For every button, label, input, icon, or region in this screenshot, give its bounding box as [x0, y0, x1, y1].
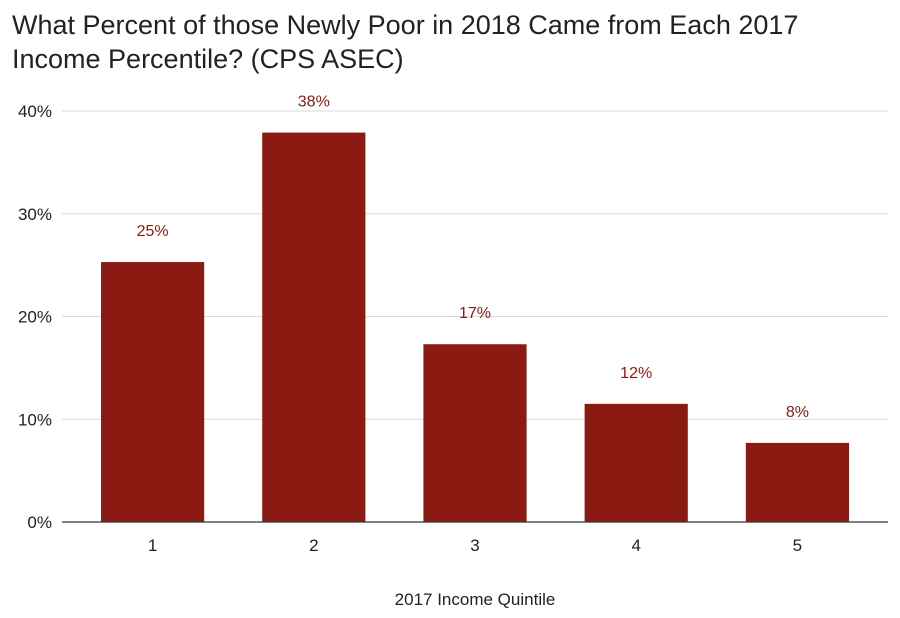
y-tick-label: 40% [18, 102, 52, 121]
bar [745, 442, 849, 522]
data-label: 38% [298, 94, 330, 111]
data-label: 12% [620, 365, 652, 382]
y-tick-label: 20% [18, 308, 52, 327]
x-axis-ticks: 1 2 3 4 5 [148, 536, 802, 555]
bar [262, 132, 366, 522]
x-tick-label: 5 [793, 536, 802, 555]
x-tick-label: 2 [309, 536, 318, 555]
y-tick-label: 0% [27, 513, 52, 532]
data-label: 25% [137, 223, 169, 240]
y-tick-label: 10% [18, 410, 52, 429]
chart-title: What Percent of those Newly Poor in 2018… [12, 10, 799, 74]
bar [101, 262, 205, 522]
data-label: 8% [786, 404, 809, 421]
data-label: 17% [459, 305, 491, 322]
x-axis-title: 2017 Income Quintile [395, 590, 556, 609]
data-labels: 25% 38% 17% 12% 8% [137, 94, 809, 421]
y-tick-label: 30% [18, 205, 52, 224]
y-axis-ticks: 0% 10% 20% 30% 40% [18, 102, 52, 532]
bar [584, 403, 688, 522]
x-tick-label: 1 [148, 536, 157, 555]
x-tick-label: 3 [470, 536, 479, 555]
bars [101, 132, 849, 522]
x-tick-label: 4 [631, 536, 640, 555]
bar [423, 344, 527, 522]
